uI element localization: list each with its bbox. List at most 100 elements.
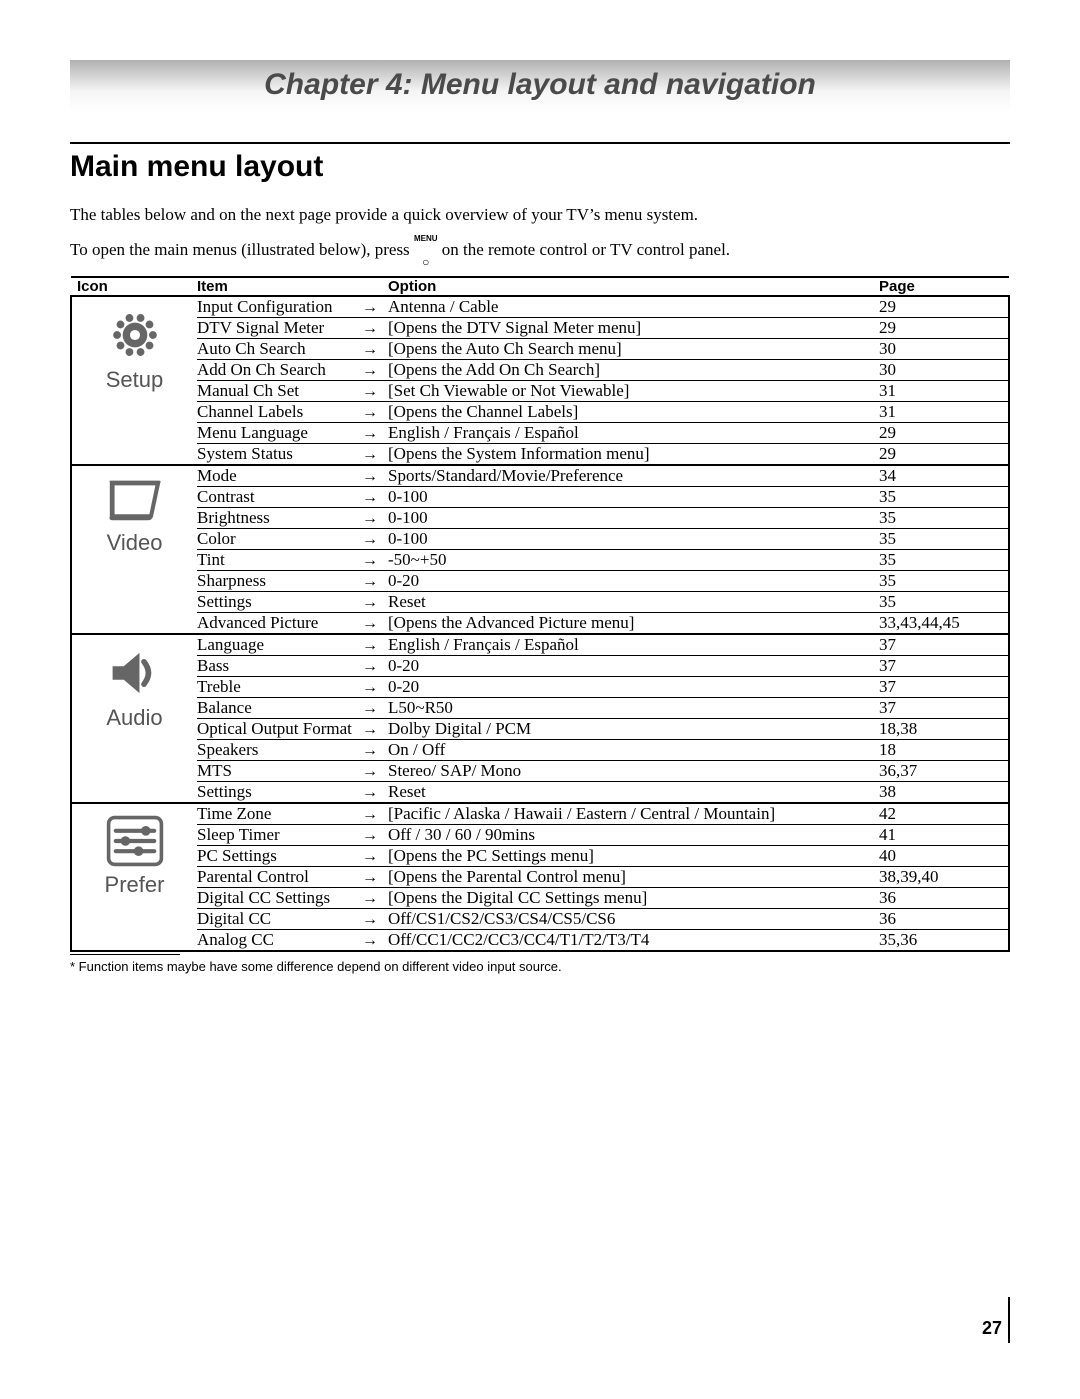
item-cell: Bass [197,655,362,676]
table-row: DTV Signal Meter→[Opens the DTV Signal M… [71,317,1009,338]
icon-cell-video: Video [71,465,197,634]
item-cell: Sleep Timer [197,824,362,845]
page-cell: 41 [879,824,1009,845]
arrow-icon: → [362,443,388,465]
arrow-icon: → [362,887,388,908]
option-cell: Antenna / Cable [388,296,879,318]
intro-line-2b: on the remote control or TV control pane… [438,239,731,258]
page-cell: 33,43,44,45 [879,612,1009,634]
table-row: Sleep Timer→Off / 30 / 60 / 90mins41 [71,824,1009,845]
arrow-icon: → [362,655,388,676]
item-cell: Digital CC Settings [197,887,362,908]
arrow-icon: → [362,507,388,528]
table-row: Treble→0-2037 [71,676,1009,697]
item-cell: Speakers [197,739,362,760]
option-cell: 0-100 [388,486,879,507]
chapter-title: Chapter 4: Menu layout and navigation [264,68,816,101]
arrow-icon: → [362,634,388,656]
page-edge-mark [1008,1297,1010,1343]
item-cell: System Status [197,443,362,465]
header-item: Item [197,277,362,296]
option-cell: Dolby Digital / PCM [388,718,879,739]
option-cell: 0-20 [388,570,879,591]
item-cell: Analog CC [197,929,362,951]
item-cell: Auto Ch Search [197,338,362,359]
page-cell: 31 [879,380,1009,401]
arrow-icon: → [362,929,388,951]
table-row: AudioLanguage→English / Français / Españ… [71,634,1009,656]
option-cell: [Opens the Channel Labels] [388,401,879,422]
item-cell: Mode [197,465,362,487]
arrow-icon: → [362,317,388,338]
item-cell: Optical Output Format [197,718,362,739]
menu-button-icon: MENU○ [414,234,438,268]
arrow-icon: → [362,570,388,591]
page-cell: 18,38 [879,718,1009,739]
option-cell: [Opens the Parental Control menu] [388,866,879,887]
icon-label: Video [76,530,193,556]
option-cell: Sports/Standard/Movie/Preference [388,465,879,487]
table-row: Add On Ch Search→[Opens the Add On Ch Se… [71,359,1009,380]
gear-icon [76,307,193,363]
icon-label: Setup [76,367,193,393]
arrow-icon: → [362,338,388,359]
option-cell: Off / 30 / 60 / 90mins [388,824,879,845]
page-cell: 42 [879,803,1009,825]
option-cell: [Opens the PC Settings menu] [388,845,879,866]
page-cell: 30 [879,359,1009,380]
item-cell: Balance [197,697,362,718]
header-icon: Icon [71,277,197,296]
arrow-icon: → [362,422,388,443]
arrow-icon: → [362,718,388,739]
table-row: Brightness→0-10035 [71,507,1009,528]
arrow-icon: → [362,591,388,612]
option-cell: 0-100 [388,507,879,528]
table-row: Channel Labels→[Opens the Channel Labels… [71,401,1009,422]
table-row: SetupInput Configuration→Antenna / Cable… [71,296,1009,318]
page-cell: 29 [879,317,1009,338]
item-cell: Settings [197,781,362,803]
page-cell: 40 [879,845,1009,866]
option-cell: [Opens the Digital CC Settings menu] [388,887,879,908]
item-cell: Tint [197,549,362,570]
table-row: Settings→Reset35 [71,591,1009,612]
option-cell: 0-100 [388,528,879,549]
intro-line-2: To open the main menus (illustrated belo… [70,234,1010,268]
page-cell: 35 [879,570,1009,591]
item-cell: Brightness [197,507,362,528]
table-row: VideoMode→Sports/Standard/Movie/Preferen… [71,465,1009,487]
item-cell: Color [197,528,362,549]
page-cell: 35 [879,549,1009,570]
item-cell: Contrast [197,486,362,507]
table-row: Contrast→0-10035 [71,486,1009,507]
item-cell: Digital CC [197,908,362,929]
table-row: MTS→Stereo/ SAP/ Mono36,37 [71,760,1009,781]
arrow-icon: → [362,359,388,380]
menu-table: Icon Item Option Page SetupInput Configu… [70,276,1010,952]
table-row: System Status→[Opens the System Informat… [71,443,1009,465]
option-cell: [Pacific / Alaska / Hawaii / Eastern / C… [388,803,879,825]
table-row: Sharpness→0-2035 [71,570,1009,591]
arrow-icon: → [362,845,388,866]
option-cell: Stereo/ SAP/ Mono [388,760,879,781]
footnote: * Function items maybe have some differe… [70,959,1010,974]
page-number: 27 [982,1318,1002,1339]
icon-label: Audio [76,705,193,731]
page-cell: 29 [879,443,1009,465]
page-cell: 37 [879,697,1009,718]
sliders-icon [76,814,193,868]
table-row: Settings→Reset38 [71,781,1009,803]
page-cell: 38 [879,781,1009,803]
table-row: PC Settings→[Opens the PC Settings menu]… [71,845,1009,866]
page-cell: 35 [879,528,1009,549]
item-cell: Settings [197,591,362,612]
page-cell: 30 [879,338,1009,359]
option-cell: L50~R50 [388,697,879,718]
table-row: Parental Control→[Opens the Parental Con… [71,866,1009,887]
arrow-icon: → [362,803,388,825]
item-cell: Parental Control [197,866,362,887]
page-cell: 31 [879,401,1009,422]
option-cell: Reset [388,781,879,803]
option-cell: [Opens the System Information menu] [388,443,879,465]
page-cell: 35 [879,486,1009,507]
